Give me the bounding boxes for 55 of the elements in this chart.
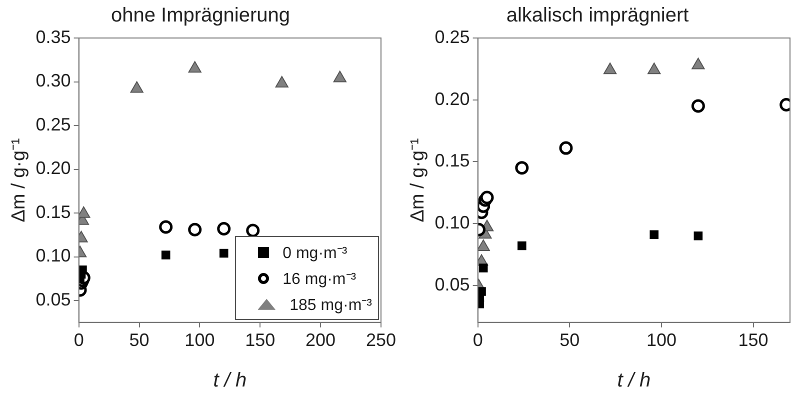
point — [275, 76, 288, 88]
x-tick-label: 200 — [306, 330, 336, 350]
point — [219, 248, 228, 258]
point — [217, 222, 231, 236]
chart-title: ohne Imprägnierung — [110, 4, 290, 27]
point — [78, 206, 90, 218]
x-tick-label: 50 — [129, 330, 150, 350]
x-tick-label: 50 — [560, 330, 580, 350]
x-axis-title: t / h — [617, 370, 651, 392]
y-tick-label: 0.05 — [434, 274, 470, 294]
point — [161, 250, 170, 260]
y-tick-label: 0.20 — [434, 88, 470, 109]
x-tick-label: 100 — [646, 330, 676, 350]
y-tick-label: 0.10 — [434, 212, 470, 232]
point — [188, 222, 202, 236]
point — [515, 161, 529, 175]
legend-label: 16 mg·m⁻³ — [282, 270, 356, 290]
point — [650, 230, 659, 239]
x-tick-label: 0 — [472, 330, 483, 350]
y-tick-label: 0.35 — [36, 26, 71, 47]
point — [694, 231, 703, 240]
x-tick-label: 150 — [245, 330, 276, 350]
x-axis-title: t / h — [213, 370, 247, 392]
point — [188, 61, 202, 73]
y-tick-label: 0.15 — [434, 150, 470, 171]
point — [159, 220, 173, 234]
point — [559, 141, 573, 155]
y-tick-label: 0.10 — [36, 246, 71, 266]
y-axis-title: Δm / g·g⁻¹ — [8, 138, 30, 222]
x-tick-label: 150 — [738, 330, 768, 350]
point — [648, 62, 661, 74]
point — [333, 70, 346, 82]
y-tick-label: 0.15 — [36, 202, 71, 222]
y-tick-label: 0.25 — [36, 114, 71, 134]
y-tick-label: 0.25 — [434, 26, 470, 47]
point — [478, 264, 488, 272]
x-tick-label: 100 — [184, 330, 215, 350]
point — [692, 58, 705, 70]
point — [603, 62, 617, 74]
y-tick-label: 0.20 — [36, 158, 71, 178]
x-tick-label: 0 — [74, 330, 84, 350]
y-tick-label: 0.05 — [36, 289, 71, 310]
legend-label: 185 mg·m⁻³ — [290, 296, 372, 316]
point — [691, 99, 705, 113]
point — [246, 224, 260, 238]
x-tick-label: 250 — [366, 330, 396, 350]
y-axis-title: Δm / g·g⁻¹ — [408, 138, 429, 222]
point — [78, 266, 87, 274]
point — [518, 241, 526, 250]
legend-label: 0 mg·m⁻³ — [282, 244, 348, 264]
point — [130, 81, 144, 93]
chart-title: alkalisch imprägniert — [506, 4, 690, 27]
point — [478, 287, 486, 296]
y-tick-label: 0.30 — [36, 70, 71, 91]
point — [480, 190, 494, 204]
